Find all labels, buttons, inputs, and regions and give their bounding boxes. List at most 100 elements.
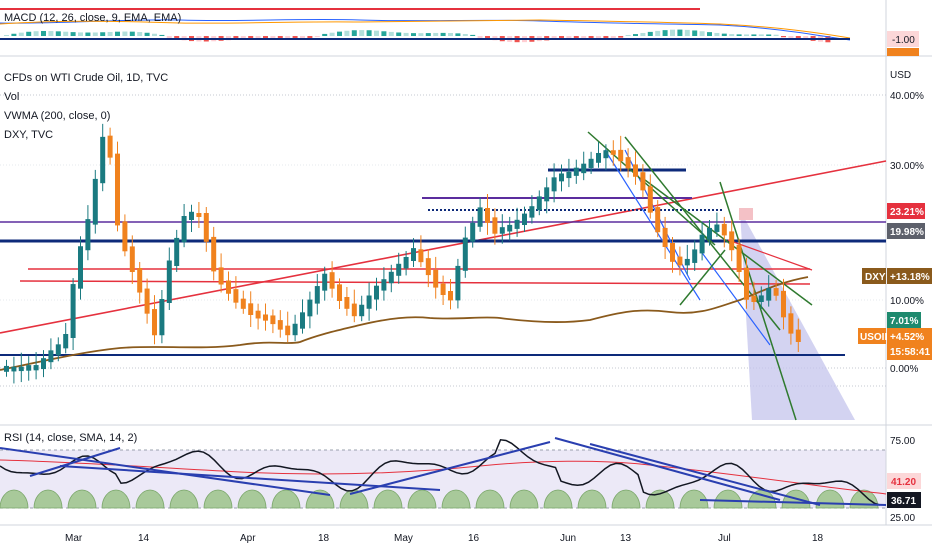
candle-body	[388, 271, 394, 284]
candle-body	[137, 268, 143, 293]
rsi-trendline-3	[59, 465, 441, 491]
candle-body	[655, 207, 661, 233]
rsi-hump	[373, 489, 403, 509]
candle-body	[129, 246, 135, 272]
rsi-hump	[271, 489, 301, 509]
axis-unit: USD	[890, 70, 911, 81]
candle-body	[277, 320, 283, 330]
candle-body	[292, 323, 298, 336]
candle-body	[263, 314, 268, 321]
x-tick-13: 13	[620, 533, 632, 544]
macd-bar	[773, 34, 779, 36]
candle-body	[640, 172, 646, 191]
candle-body	[462, 237, 468, 271]
candle-body	[507, 224, 513, 232]
candle-body	[485, 208, 490, 223]
macd-bar	[233, 36, 239, 40]
candle-body	[492, 217, 498, 234]
usoil-name-badge	[858, 328, 886, 344]
macd-bar	[418, 33, 424, 36]
candle-body	[522, 213, 527, 225]
macd-bar	[633, 34, 638, 36]
candle-body	[773, 288, 779, 296]
candle-body	[359, 304, 365, 317]
chart-title: CFDs on WTI Crude Oil, 1D, TVC	[4, 72, 168, 84]
macd-bar	[78, 32, 83, 36]
macd-bar	[655, 30, 661, 36]
rsi-hump	[135, 489, 165, 509]
usoil-name-text: USOIL	[860, 332, 891, 343]
macd-bar	[470, 34, 476, 36]
candle-body	[41, 358, 46, 370]
candle-body	[11, 366, 17, 372]
candle-body	[418, 249, 424, 263]
macd-bar	[26, 31, 32, 36]
rsi-hump	[203, 489, 233, 509]
badge-green	[887, 312, 921, 328]
cone-top-block	[739, 208, 753, 220]
rsi-hump	[407, 489, 437, 509]
macd-bar	[159, 34, 165, 36]
candle-body	[729, 231, 735, 251]
macd-bar	[744, 34, 749, 36]
candle-body	[337, 284, 342, 301]
macd-bar	[758, 34, 764, 36]
macd-bar	[596, 36, 601, 39]
macd-bar	[707, 32, 712, 36]
rsi-hump	[169, 489, 199, 509]
x-tick-apr: Apr	[240, 533, 256, 544]
candle-body	[610, 150, 616, 155]
candle-body	[766, 288, 772, 301]
macd-bar	[729, 34, 735, 36]
macd-bar	[566, 36, 572, 39]
candle-body	[596, 152, 601, 163]
badge-green-text: 7.01%	[890, 316, 918, 327]
x-tick-16: 16	[468, 533, 480, 544]
x-tick-18b: 18	[812, 533, 824, 544]
x-tick-jun: Jun	[560, 533, 576, 544]
macd-bar	[152, 33, 157, 36]
macd-bar	[662, 30, 668, 36]
candle-body	[144, 288, 150, 314]
macd-bar	[396, 32, 402, 36]
rsi-hump	[679, 489, 709, 509]
candle-body	[107, 135, 113, 158]
candle-body	[4, 365, 9, 372]
candle-body	[374, 285, 379, 300]
x-tick-18a: 18	[318, 533, 330, 544]
macd-bar	[240, 36, 246, 40]
indicator-label-vwma: VWMA (200, close, 0)	[4, 110, 110, 122]
candle-body	[92, 178, 98, 225]
candle-body	[85, 219, 91, 251]
macd-bar	[255, 36, 261, 40]
macd-bar	[285, 36, 291, 40]
badge-red-text: 23.21%	[890, 207, 924, 218]
y-tick-30: 30.00%	[890, 161, 924, 172]
candle-body	[48, 350, 54, 363]
candle-body	[744, 267, 749, 300]
macd-second-badge	[887, 48, 919, 56]
candle-body	[707, 227, 712, 240]
candlestick-series	[4, 123, 801, 384]
candle-body	[440, 283, 446, 295]
rsi-trendline-1	[0, 447, 331, 496]
candle-body	[196, 213, 202, 217]
dxy-name-badge	[862, 268, 886, 284]
dxy-name-text: DXY	[865, 272, 886, 283]
badge-gray	[887, 223, 925, 239]
candle-body	[18, 366, 24, 372]
usoil-value-text: +4.52%	[890, 332, 924, 343]
rsi-lower-text: 36.71	[891, 496, 916, 507]
macd-bar	[588, 36, 594, 39]
candle-body	[573, 167, 579, 176]
candle-body	[300, 312, 305, 329]
candle-body	[455, 265, 461, 301]
candle-body	[588, 158, 594, 168]
green-trendline-4	[719, 181, 797, 421]
macd-bar	[137, 32, 143, 36]
x-tick-14: 14	[138, 533, 150, 544]
rsi-upper-badge	[887, 473, 921, 489]
macd-title: MACD (12, 26, close, 9, EMA, EMA)	[4, 12, 181, 24]
